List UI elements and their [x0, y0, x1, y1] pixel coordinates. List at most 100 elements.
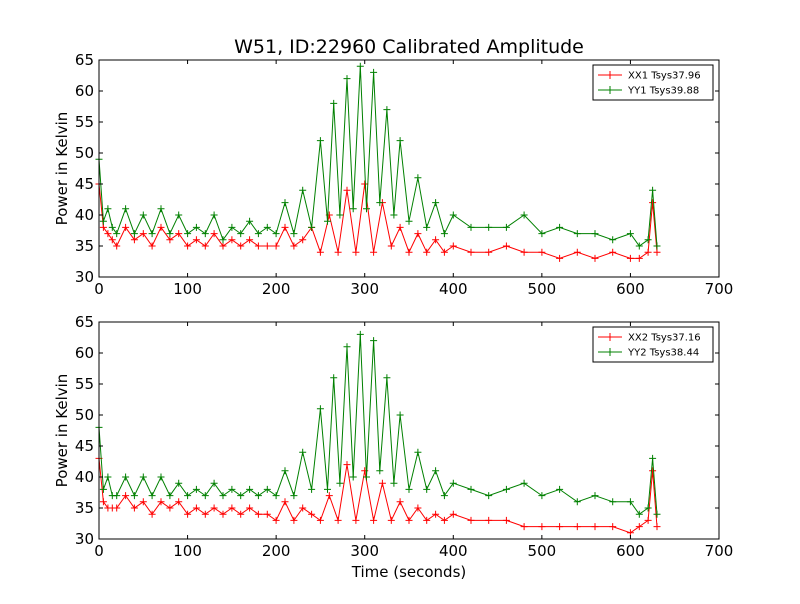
data-point — [290, 492, 298, 500]
data-point — [626, 230, 634, 238]
data-point — [246, 504, 254, 512]
data-point — [228, 223, 236, 231]
data-point — [184, 242, 192, 250]
series-1 — [95, 180, 661, 262]
data-point — [440, 248, 448, 256]
y-axis-label: Power in Kelvin — [53, 112, 71, 226]
data-point — [573, 523, 581, 531]
data-point — [246, 485, 254, 493]
data-point — [440, 516, 448, 524]
data-point — [263, 242, 271, 250]
x-tick-label: 600 — [616, 280, 645, 298]
data-point — [336, 479, 344, 487]
data-point — [139, 473, 147, 481]
data-point — [363, 205, 370, 213]
data-point — [272, 230, 280, 238]
data-point — [330, 374, 338, 382]
legend: XX1 Tsys37.96 YY1 Tsys39.88 — [592, 64, 714, 101]
x-tick-label: 700 — [705, 542, 734, 560]
data-point — [122, 492, 130, 500]
data-point — [122, 473, 130, 481]
data-point — [502, 516, 510, 524]
data-point — [324, 485, 331, 493]
data-point — [166, 492, 174, 500]
data-point — [237, 510, 245, 518]
y-tick-label: 60 — [75, 82, 94, 100]
data-point — [649, 467, 657, 475]
legend-box — [592, 64, 714, 101]
data-point — [228, 236, 236, 244]
data-point — [210, 479, 218, 487]
data-point — [414, 504, 422, 512]
data-point — [228, 504, 236, 512]
data-point — [383, 106, 391, 114]
data-point — [635, 510, 643, 518]
data-point — [538, 492, 546, 500]
data-point — [316, 405, 324, 413]
x-tick-label: 300 — [350, 280, 379, 298]
y-tick-label: 30 — [75, 268, 94, 286]
y-tick-label: 65 — [75, 51, 94, 69]
data-point — [653, 242, 661, 250]
data-point — [376, 199, 384, 207]
data-point — [166, 230, 174, 238]
data-point — [104, 230, 112, 238]
data-point — [157, 498, 165, 506]
data-point — [113, 492, 121, 500]
data-point — [228, 485, 236, 493]
data-point — [449, 479, 457, 487]
data-point — [166, 504, 174, 512]
data-point — [414, 448, 422, 456]
data-point — [122, 223, 130, 231]
data-point — [352, 248, 360, 256]
data-point — [254, 230, 262, 238]
data-point — [396, 411, 404, 419]
data-point — [281, 223, 289, 231]
data-point — [423, 223, 431, 231]
data-point — [343, 343, 351, 351]
data-point — [423, 516, 431, 524]
data-point — [485, 248, 493, 256]
data-point — [363, 473, 370, 481]
data-point — [113, 504, 121, 512]
data-point — [175, 211, 183, 219]
data-point — [324, 217, 331, 225]
y-tick-label: 45 — [75, 437, 94, 455]
data-point — [591, 523, 599, 531]
data-point — [290, 516, 298, 524]
data-point — [609, 498, 617, 506]
legend-entry: YY1 Tsys39.88 — [598, 86, 699, 97]
y-tick-label: 55 — [75, 113, 94, 131]
y-tick-label: 50 — [75, 144, 94, 162]
data-point — [290, 230, 298, 238]
data-point — [99, 217, 107, 225]
data-point — [591, 254, 599, 262]
data-point — [609, 236, 617, 244]
axes-frame — [98, 321, 720, 540]
data-point — [485, 223, 493, 231]
data-point — [467, 485, 475, 493]
data-point — [219, 242, 227, 250]
data-point — [281, 467, 289, 475]
data-point — [336, 211, 344, 219]
data-point — [635, 242, 643, 250]
data-point — [396, 498, 404, 506]
data-point — [520, 523, 528, 531]
data-point — [175, 498, 183, 506]
data-point — [467, 248, 475, 256]
data-point — [352, 516, 360, 524]
data-point — [157, 205, 165, 213]
series-2 — [95, 62, 661, 250]
legend: XX2 Tsys37.16 YY2 Tsys38.44 — [592, 326, 714, 363]
data-point — [157, 223, 165, 231]
data-point — [316, 248, 324, 256]
data-point — [299, 186, 307, 194]
data-point — [370, 68, 378, 76]
data-point — [281, 199, 289, 207]
x-tick-label: 100 — [173, 542, 202, 560]
data-point — [113, 230, 121, 238]
data-point — [148, 492, 156, 500]
data-point — [157, 473, 165, 481]
data-point — [308, 485, 316, 493]
data-point — [423, 248, 431, 256]
